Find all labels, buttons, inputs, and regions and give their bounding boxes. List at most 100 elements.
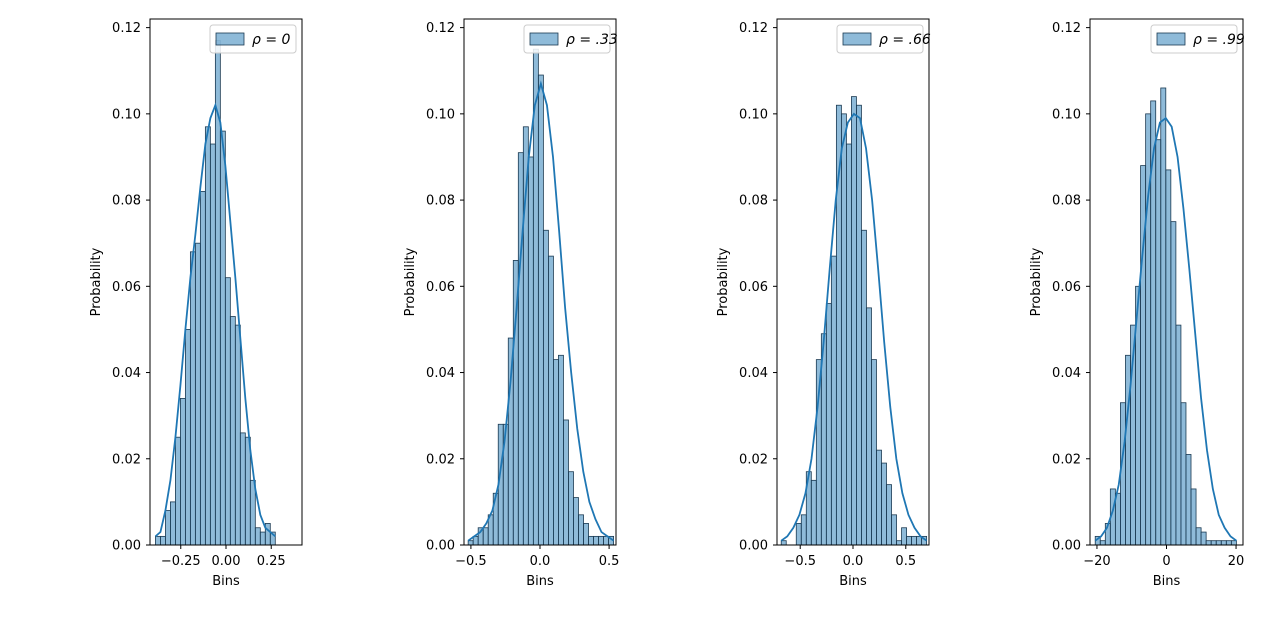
x-axis-label: Bins bbox=[1153, 574, 1181, 589]
histogram-bar bbox=[1205, 540, 1212, 546]
histogram-bar bbox=[578, 514, 584, 546]
histogram-bar bbox=[911, 535, 917, 546]
histogram-bar bbox=[568, 471, 574, 546]
legend-swatch bbox=[1156, 32, 1186, 46]
histogram-bar bbox=[184, 329, 191, 546]
y-tick-label: 0.06 bbox=[739, 280, 768, 295]
x-tick-label: 0.25 bbox=[257, 554, 286, 569]
y-tick-label: 0.12 bbox=[426, 21, 455, 36]
y-tick-label: 0.12 bbox=[1052, 21, 1081, 36]
y-tick-label: 0.00 bbox=[112, 539, 141, 554]
y-tick-label: 0.02 bbox=[1052, 452, 1081, 467]
histogram-bar bbox=[1175, 324, 1182, 546]
histogram-bar bbox=[846, 143, 852, 546]
y-tick-label: 0.02 bbox=[112, 452, 141, 467]
legend-box bbox=[1150, 24, 1238, 54]
legend-box bbox=[836, 24, 924, 54]
histogram-bar bbox=[170, 501, 176, 546]
histogram-bar bbox=[1220, 540, 1227, 546]
chart-panel-1: 0.00 0.02 0.04 0.06 0.08 0.10 0.12 −0.25 0.00 0.2… bbox=[89, 18, 303, 589]
legend: ρ = .66 bbox=[836, 24, 931, 54]
histogram-bar bbox=[1180, 402, 1187, 546]
legend-label: ρ = .33 bbox=[566, 32, 618, 48]
legend: ρ = .99 bbox=[1150, 24, 1245, 54]
histogram-bar bbox=[840, 113, 847, 546]
histogram-bar bbox=[259, 531, 266, 546]
histogram-bar bbox=[249, 479, 256, 546]
x-tick-label: −0.25 bbox=[161, 554, 201, 569]
kde-line bbox=[154, 102, 276, 538]
histogram-bar bbox=[527, 156, 534, 546]
y-tick-label: 0.04 bbox=[426, 366, 455, 381]
legend: ρ = 0 bbox=[209, 24, 297, 54]
histogram-bar bbox=[1195, 527, 1202, 546]
histogram-bar bbox=[165, 510, 171, 546]
y-tick-label: 0.06 bbox=[1052, 280, 1081, 295]
x-tick-label: 0.00 bbox=[212, 554, 241, 569]
x-tick-label: 0.5 bbox=[895, 554, 916, 569]
histogram-bar bbox=[517, 152, 524, 546]
histogram-bar bbox=[896, 540, 902, 546]
y-tick-label: 0.06 bbox=[426, 280, 455, 295]
kde-line bbox=[780, 112, 928, 542]
histogram-bar bbox=[234, 324, 241, 546]
x-axis-label: Bins bbox=[212, 574, 240, 589]
histogram-bar bbox=[239, 432, 246, 546]
legend-swatch bbox=[842, 32, 872, 46]
y-tick-label: 0.12 bbox=[112, 21, 141, 36]
histogram-bar bbox=[1099, 540, 1106, 546]
histogram-bar bbox=[573, 497, 579, 546]
histogram-bar bbox=[871, 359, 877, 546]
histogram-bar bbox=[209, 143, 216, 546]
y-axis-label: Probability bbox=[716, 247, 731, 316]
histogram-bar bbox=[1170, 221, 1177, 546]
y-axis-label: Probability bbox=[89, 247, 104, 316]
x-tick-label: 0.0 bbox=[530, 554, 551, 569]
x-axis-label: Bins bbox=[839, 574, 867, 589]
histogram-bar bbox=[254, 527, 261, 546]
histogram-bar bbox=[189, 251, 196, 546]
histogram-bar bbox=[856, 104, 862, 546]
histogram-bar bbox=[800, 514, 807, 546]
histogram-bar bbox=[891, 514, 897, 546]
histogram-bar bbox=[1114, 492, 1121, 546]
histogram-bar bbox=[1200, 531, 1207, 546]
histogram-bar bbox=[906, 535, 912, 546]
x-axis-label: Bins bbox=[526, 574, 554, 589]
histogram-bars bbox=[780, 96, 928, 546]
chart-panel-4: 0.00 0.02 0.04 0.06 0.08 0.10 0.12 −20 0 20 Bins Pr… bbox=[1029, 18, 1245, 589]
histogram-bar bbox=[175, 436, 181, 546]
histogram-bars bbox=[1094, 87, 1237, 546]
histogram-bar bbox=[264, 523, 271, 546]
x-tick-label: −0.5 bbox=[455, 554, 487, 569]
histogram-bar bbox=[881, 462, 887, 546]
y-axis-label: Probability bbox=[1029, 247, 1044, 316]
histogram-bar bbox=[876, 449, 882, 546]
histogram-bar bbox=[861, 229, 867, 546]
y-tick-label: 0.08 bbox=[426, 194, 455, 209]
x-tick-label: 0 bbox=[1162, 554, 1170, 569]
chart-panel-2: 0.00 0.02 0.04 0.06 0.08 0.10 0.12 −0.5 0.0 0.5 Bi… bbox=[403, 18, 619, 589]
y-tick-label: 0.02 bbox=[426, 452, 455, 467]
histogram-bars bbox=[467, 48, 615, 546]
histogram-bar bbox=[1120, 402, 1126, 546]
kde-line bbox=[1094, 116, 1237, 542]
legend-box bbox=[209, 24, 297, 54]
histogram-bar bbox=[886, 484, 892, 546]
histogram-bar bbox=[795, 523, 802, 546]
histogram-bar bbox=[1165, 169, 1172, 546]
y-tick-label: 0.10 bbox=[739, 107, 768, 122]
histogram-bar bbox=[593, 535, 599, 546]
histogram-bar bbox=[224, 277, 231, 546]
histogram-bar bbox=[532, 48, 539, 546]
y-tick-label: 0.10 bbox=[426, 107, 455, 122]
y-tick-label: 0.02 bbox=[739, 452, 768, 467]
x-tick-label: 20 bbox=[1228, 554, 1245, 569]
histogram-bar bbox=[553, 359, 559, 546]
legend-swatch bbox=[529, 32, 559, 46]
histogram-bar bbox=[851, 96, 857, 546]
histogram-bar bbox=[1185, 454, 1192, 546]
legend-label: ρ = 0 bbox=[252, 32, 291, 48]
y-tick-label: 0.04 bbox=[1052, 366, 1081, 381]
y-tick-label: 0.10 bbox=[112, 107, 141, 122]
